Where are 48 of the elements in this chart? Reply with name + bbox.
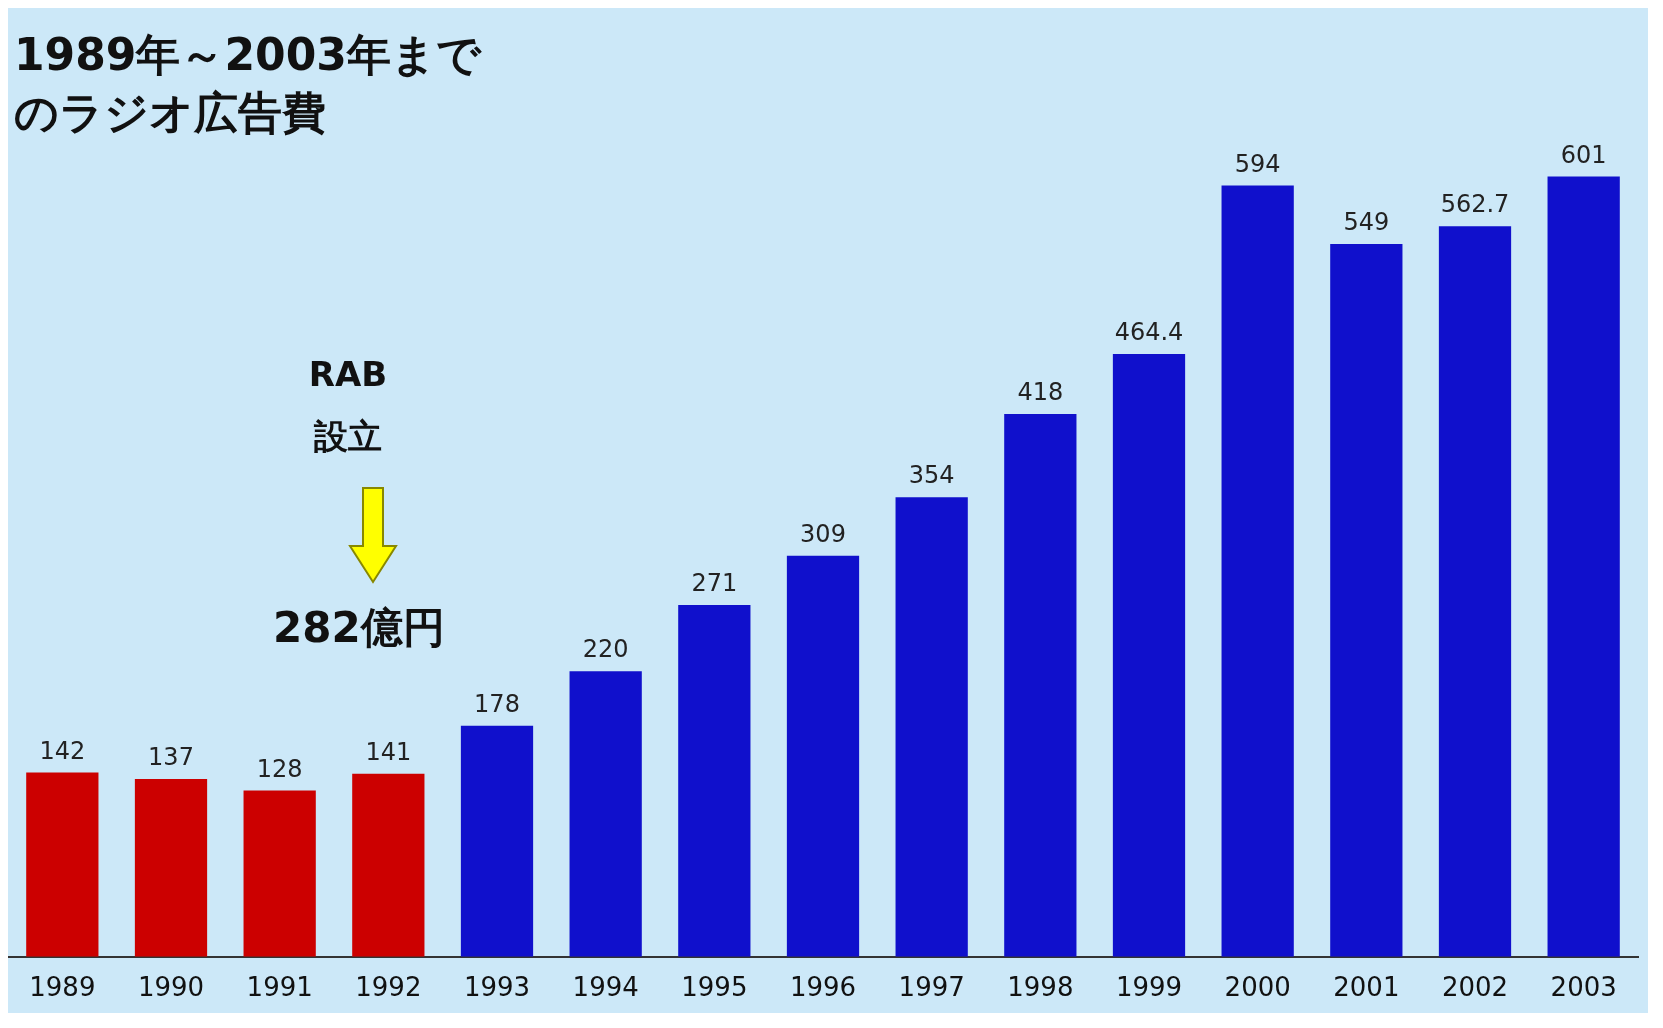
data-label: 594 xyxy=(1234,149,1281,178)
x-tick-label: 1994 xyxy=(572,972,639,1003)
x-tick-label: 1995 xyxy=(681,972,748,1003)
chart-title: 1989年～2003年までのラジオ広告費 xyxy=(14,28,483,140)
x-tick-label: 1990 xyxy=(137,972,205,1003)
data-label: 178 xyxy=(474,689,520,718)
bar xyxy=(1330,244,1403,957)
bar xyxy=(895,497,968,957)
data-label: 142 xyxy=(39,736,86,765)
data-label: 220 xyxy=(582,635,629,664)
data-label: 309 xyxy=(800,519,846,548)
bar xyxy=(26,772,99,957)
data-label: 418 xyxy=(1017,378,1064,407)
data-label: 549 xyxy=(1343,208,1390,237)
data-label: 128 xyxy=(256,754,303,783)
bar xyxy=(1004,414,1077,957)
x-tick-label: 1991 xyxy=(246,972,313,1003)
data-label: 354 xyxy=(908,461,955,490)
data-label: 601 xyxy=(1560,140,1607,169)
x-tick-label: 1999 xyxy=(1115,972,1183,1003)
data-label: 562.7 xyxy=(1440,190,1510,219)
data-label: 271 xyxy=(691,569,738,598)
x-tick-label: 1996 xyxy=(789,972,857,1003)
data-label: 137 xyxy=(148,743,194,772)
data-label: 141 xyxy=(365,737,412,766)
x-tick-label: 1992 xyxy=(355,972,422,1003)
x-tick-label: 2001 xyxy=(1333,972,1400,1003)
x-tick-label: 2002 xyxy=(1441,972,1509,1003)
bar xyxy=(134,778,208,957)
x-tick-label: 1997 xyxy=(898,972,965,1003)
bar xyxy=(1112,353,1186,957)
annotation: RAB設立 xyxy=(308,353,388,458)
bar xyxy=(569,671,642,957)
x-tick-label: 2003 xyxy=(1550,972,1617,1003)
bar xyxy=(1438,226,1512,957)
x-tick-label: 1998 xyxy=(1007,972,1074,1003)
annotation: 282億円 xyxy=(273,602,445,654)
bar xyxy=(460,725,534,957)
data-label: 464.4 xyxy=(1114,318,1184,347)
x-tick-label: 2000 xyxy=(1224,972,1291,1003)
x-tick-label: 1993 xyxy=(463,972,531,1003)
bar xyxy=(1547,176,1620,957)
x-tick-label: 1989 xyxy=(29,972,96,1003)
bar xyxy=(243,790,316,957)
bar xyxy=(678,604,751,957)
bar xyxy=(352,773,425,957)
bar xyxy=(1221,185,1294,957)
bar xyxy=(786,555,860,957)
